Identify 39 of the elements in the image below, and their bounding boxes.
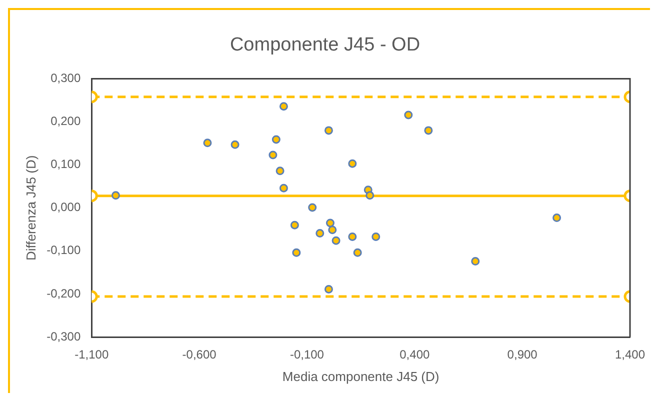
point bbox=[324, 284, 333, 294]
y-tick-label: -0,200 bbox=[46, 286, 81, 300]
point bbox=[324, 126, 333, 135]
point bbox=[326, 218, 334, 228]
x-tick-label: 1,400 bbox=[614, 348, 646, 362]
point bbox=[316, 229, 324, 238]
x-tick-label: -0,100 bbox=[290, 348, 324, 362]
point bbox=[404, 110, 413, 120]
point bbox=[276, 166, 284, 176]
x-tick-label: 0,900 bbox=[507, 348, 538, 362]
point bbox=[279, 184, 288, 192]
point bbox=[290, 220, 299, 230]
point bbox=[366, 191, 374, 200]
point bbox=[348, 159, 357, 168]
y-tick-label: 0,300 bbox=[50, 71, 81, 86]
point bbox=[348, 232, 357, 241]
point bbox=[353, 248, 362, 257]
point bbox=[279, 102, 288, 111]
point bbox=[424, 126, 433, 135]
x-tick-label: -1,100 bbox=[74, 348, 109, 362]
y-tick-label: 0,100 bbox=[50, 157, 81, 172]
x-tick-label: -0,600 bbox=[182, 348, 217, 362]
point bbox=[292, 248, 301, 257]
point bbox=[372, 232, 380, 241]
y-tick-label: -0,100 bbox=[46, 243, 81, 258]
x-axis-title: Media componente J45 (D) bbox=[282, 368, 440, 384]
point bbox=[332, 236, 340, 245]
point bbox=[268, 150, 278, 160]
y-axis-title: Differenza J45 (D) bbox=[23, 155, 38, 261]
point bbox=[203, 138, 212, 148]
point bbox=[328, 226, 337, 234]
y-tick-label: 0,000 bbox=[50, 200, 81, 214]
y-tick-label: -0,300 bbox=[46, 329, 81, 344]
y-tick-label: 0,200 bbox=[50, 114, 81, 128]
point bbox=[272, 135, 280, 144]
chart-title: Componente J45 - OD bbox=[230, 34, 420, 56]
point bbox=[230, 140, 240, 149]
x-tick-label: 0,400 bbox=[400, 348, 430, 362]
point bbox=[308, 203, 317, 212]
